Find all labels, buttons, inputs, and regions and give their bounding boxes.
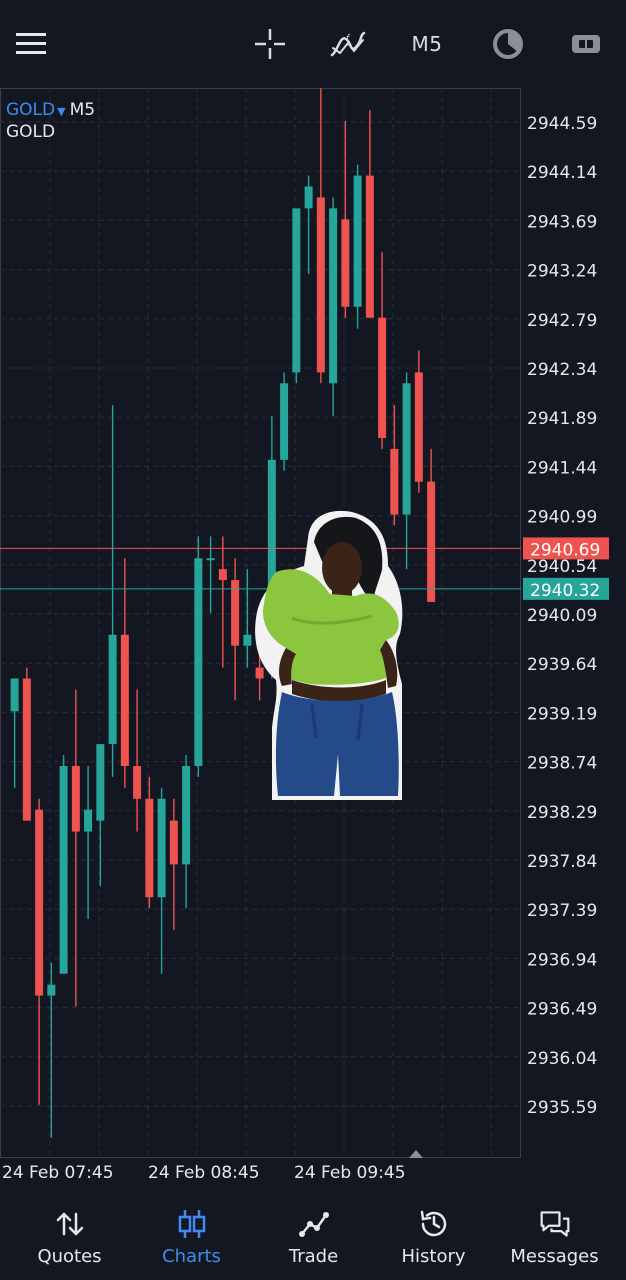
candle-body xyxy=(157,798,166,898)
y-tick-label: 2943.69 xyxy=(527,212,597,232)
candle-body xyxy=(414,372,423,482)
indicators-icon[interactable]: f xyxy=(328,22,368,66)
nav-charts[interactable]: Charts xyxy=(129,1192,254,1280)
y-tick-label: 2935.59 xyxy=(527,1098,597,1118)
price-chart[interactable]: 2944.59 2944.14 2943.69 2943.24 2942.79 2942.… xyxy=(0,88,626,1188)
candle-body xyxy=(22,678,31,821)
candle-body xyxy=(329,208,338,384)
nav-label: Quotes xyxy=(37,1246,102,1267)
y-tick-label: 2940.54 xyxy=(527,557,597,577)
svg-text:f: f xyxy=(346,34,351,44)
candle-body xyxy=(378,317,387,438)
candle-body xyxy=(169,820,178,865)
candle-body xyxy=(145,798,154,898)
y-tick-label: 2940.99 xyxy=(527,508,597,528)
y-tick-label: 2944.59 xyxy=(527,114,597,134)
person-sticker-image xyxy=(252,508,404,804)
nav-label: Charts xyxy=(162,1246,221,1267)
candle-body xyxy=(194,558,203,766)
candle-body xyxy=(231,580,240,646)
x-tick-label: 24 Feb 09:45 xyxy=(294,1163,406,1183)
y-tick-label: 2936.49 xyxy=(527,1000,597,1020)
y-tick-label: 2939.64 xyxy=(527,655,597,675)
nav-quotes[interactable]: Quotes xyxy=(7,1192,132,1280)
chart-shift-marker xyxy=(409,1150,423,1158)
candle-body xyxy=(133,765,142,799)
y-tick-label: 2942.34 xyxy=(527,360,597,380)
y-tick-label: 2938.74 xyxy=(527,754,597,774)
chart-canvas[interactable]: 2944.59 2944.14 2943.69 2943.24 2942.79 2942.… xyxy=(0,88,626,1188)
menu-icon[interactable] xyxy=(10,22,52,66)
candle-body xyxy=(255,667,264,679)
nav-trade[interactable]: Trade xyxy=(251,1192,376,1280)
crosshair-icon[interactable] xyxy=(248,22,292,66)
candle-body xyxy=(84,809,93,832)
candle-body xyxy=(120,634,129,766)
y-tick-label: 2941.89 xyxy=(527,409,597,429)
nav-messages[interactable]: Messages xyxy=(492,1192,617,1280)
bid-price-badge xyxy=(523,537,609,560)
ask-price-badge xyxy=(523,577,609,600)
candle-body xyxy=(59,765,68,974)
nav-label: Trade xyxy=(288,1246,339,1267)
trade-icon xyxy=(298,1212,329,1237)
timer-icon[interactable] xyxy=(488,22,528,66)
y-tick-label: 2936.04 xyxy=(527,1049,597,1069)
chart-timeframe: M5 xyxy=(69,100,96,120)
candle-body xyxy=(427,481,436,602)
y-tick-label: 2941.44 xyxy=(527,458,597,478)
candle-body xyxy=(341,219,350,307)
candle-body xyxy=(182,765,191,865)
candle-body xyxy=(243,634,252,646)
timeframe-label: M5 xyxy=(411,32,443,56)
candle-body xyxy=(10,678,19,712)
candle-body xyxy=(365,175,374,318)
nav-label: History xyxy=(401,1246,466,1267)
y-tick-label: 2943.24 xyxy=(527,262,597,282)
candle-body xyxy=(292,208,301,373)
candle-body xyxy=(353,175,362,307)
bid-price-label: 2940.69 xyxy=(530,540,600,560)
candle-body xyxy=(267,459,276,668)
candle-body xyxy=(316,197,325,373)
y-tick-label: 2937.84 xyxy=(527,852,597,872)
bottom-navigation: Quotes Charts Trade History Messages xyxy=(0,1192,626,1280)
quotes-icon xyxy=(56,1212,83,1236)
candle-body xyxy=(96,744,105,821)
y-tick-label: 2939.19 xyxy=(527,704,597,724)
y-tick-label: 2940.09 xyxy=(527,606,597,626)
symbol-dropdown-icon[interactable]: ▼ xyxy=(57,105,66,118)
top-toolbar: f M5 xyxy=(0,0,626,88)
chart-symbol-header[interactable]: GOLD ▼ M5 xyxy=(6,100,95,120)
history-icon xyxy=(420,1210,446,1237)
y-tick-label: 2938.29 xyxy=(527,803,597,823)
nav-label: Messages xyxy=(510,1246,599,1267)
nav-history[interactable]: History xyxy=(371,1192,496,1280)
candle-body xyxy=(390,448,399,515)
candle-body xyxy=(71,765,80,832)
y-tick-label: 2944.14 xyxy=(527,163,597,183)
candle-body xyxy=(47,984,56,996)
candle-body xyxy=(108,634,117,745)
candle-body xyxy=(280,383,289,460)
charts-icon xyxy=(178,1210,205,1238)
ask-price-label: 2940.32 xyxy=(530,581,600,601)
candle-body xyxy=(35,809,44,996)
y-tick-label: 2942.79 xyxy=(527,311,597,331)
candle-body xyxy=(402,383,411,515)
chart-symbol-description: GOLD xyxy=(6,122,56,142)
messages-icon xyxy=(540,1211,569,1237)
one-click-trading-icon[interactable] xyxy=(566,22,606,66)
x-tick-label: 24 Feb 08:45 xyxy=(148,1163,260,1183)
plot-border xyxy=(0,88,521,1158)
chart-symbol[interactable]: GOLD xyxy=(6,100,56,120)
timeframe-button[interactable]: M5 xyxy=(404,22,450,66)
candle-body xyxy=(304,186,313,209)
candle-body xyxy=(218,569,227,581)
candle-body xyxy=(206,558,215,561)
x-tick-label: 24 Feb 07:45 xyxy=(2,1163,114,1183)
y-tick-label: 2937.39 xyxy=(527,901,597,921)
y-tick-label: 2936.94 xyxy=(527,950,597,970)
